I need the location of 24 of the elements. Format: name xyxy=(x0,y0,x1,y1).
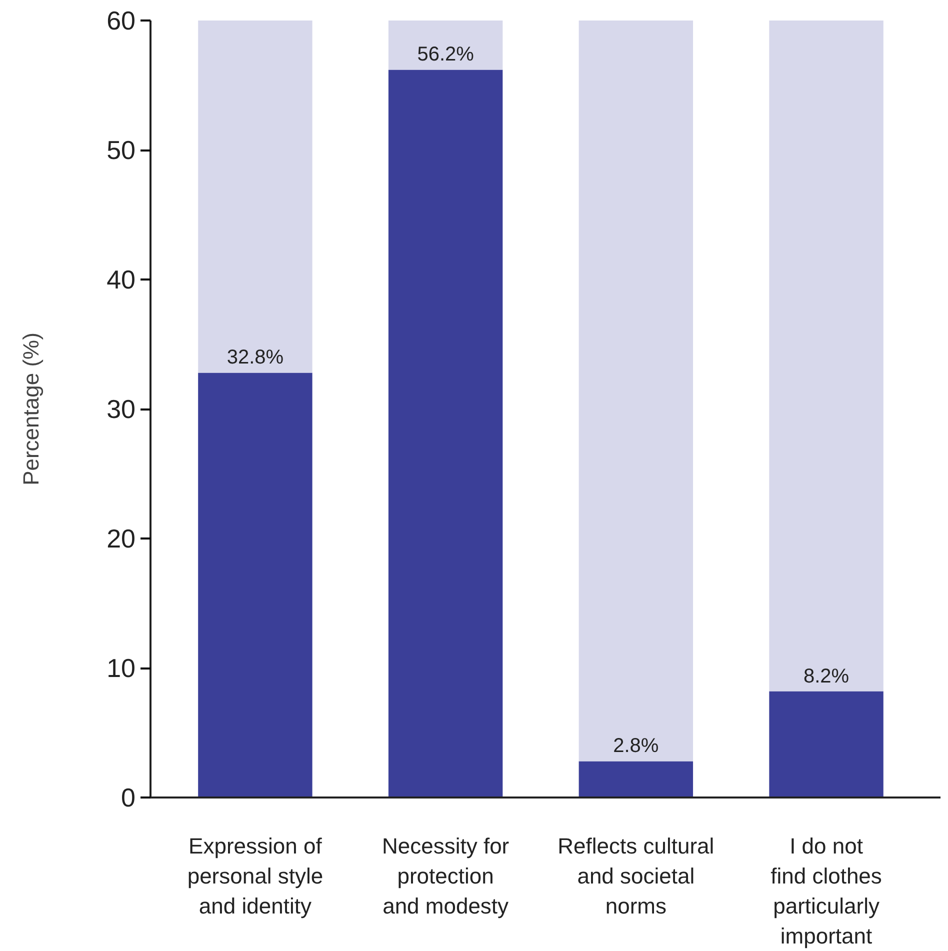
x-tick-label: I do not find clothes particularly important xyxy=(770,834,882,948)
bar xyxy=(388,70,503,798)
y-tick-label: 50 xyxy=(106,135,136,165)
bar xyxy=(198,20,312,373)
data-label: 56.2% xyxy=(417,44,474,66)
x-tick-label: Expression of personal style and identity xyxy=(187,834,324,918)
bar xyxy=(388,20,503,70)
x-tick-label: Necessity for protection and modesty xyxy=(382,834,510,918)
y-tick-label: 30 xyxy=(106,394,136,424)
bar xyxy=(769,20,884,692)
y-tick-label: 20 xyxy=(106,524,136,554)
bar xyxy=(578,20,694,762)
bar xyxy=(578,761,694,798)
data-label: 2.8% xyxy=(613,735,659,758)
y-tick-label: 40 xyxy=(106,264,136,294)
y-axis-title: Percentage (%) xyxy=(18,332,44,486)
bar xyxy=(198,372,312,798)
bar xyxy=(769,691,884,798)
data-label: 32.8% xyxy=(226,346,284,369)
y-tick-label: 60 xyxy=(106,6,136,36)
data-label: 8.2% xyxy=(803,665,850,688)
y-tick-label: 10 xyxy=(106,653,136,683)
y-tick-label: 0 xyxy=(121,782,136,812)
x-tick-label: Reflects cultural and societal norms xyxy=(558,834,714,918)
